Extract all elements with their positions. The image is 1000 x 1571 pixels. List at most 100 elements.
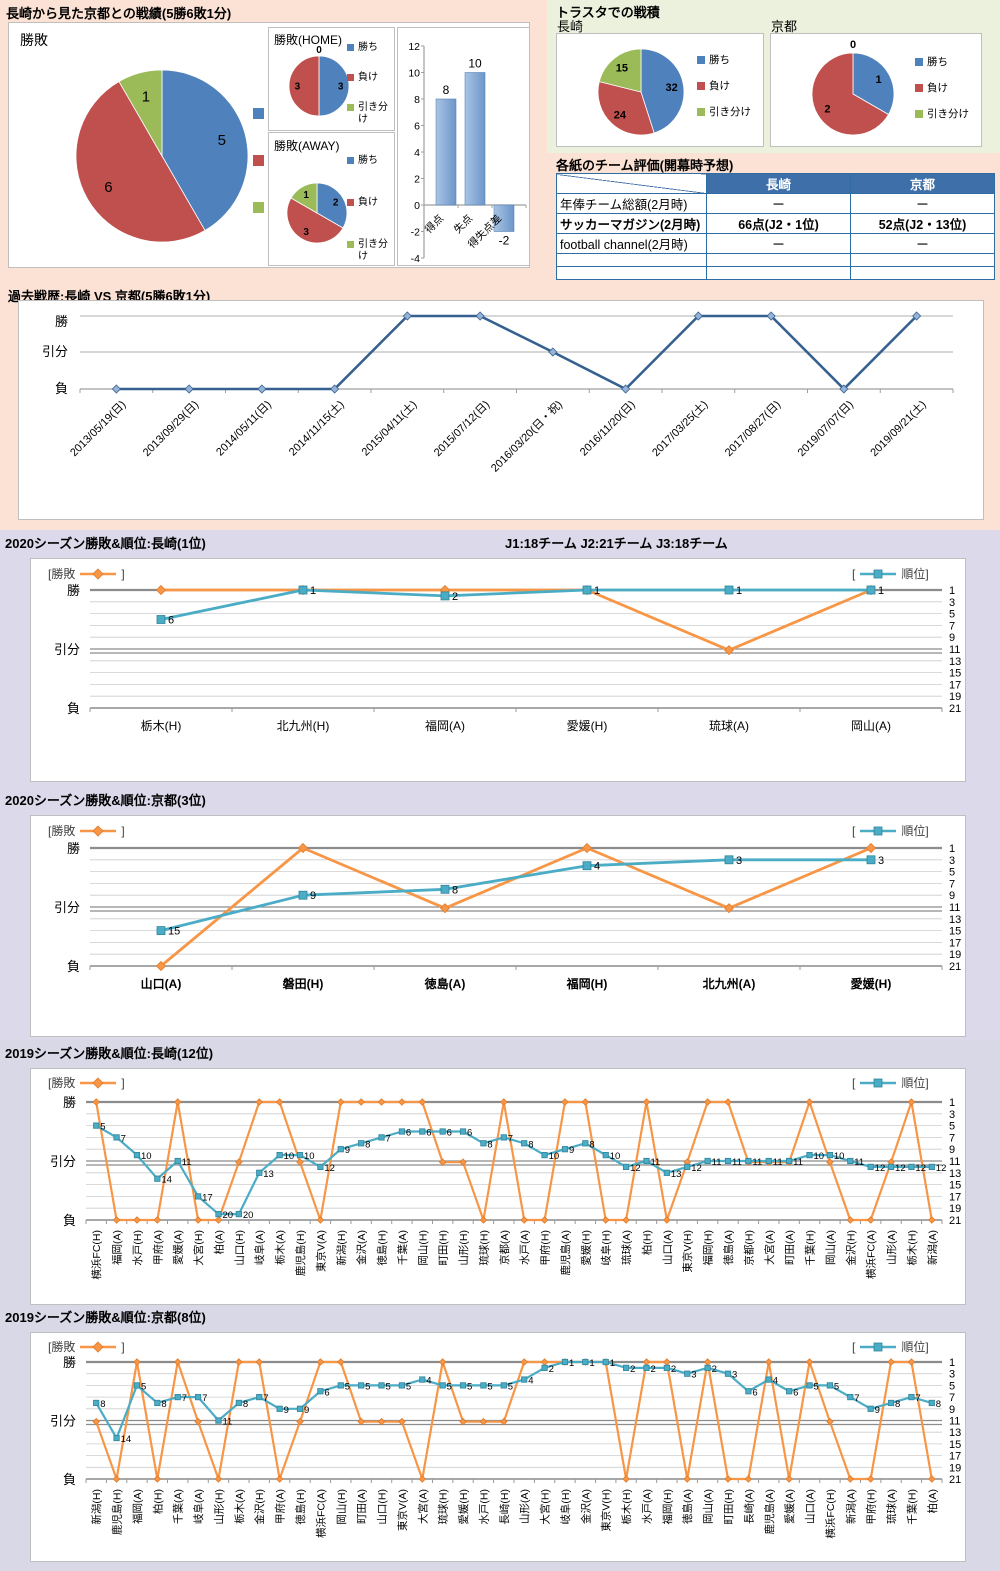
svg-text:21: 21 xyxy=(949,1215,961,1227)
svg-text:9: 9 xyxy=(569,1145,574,1156)
svg-text:11: 11 xyxy=(949,1416,960,1428)
history-panel xyxy=(18,300,984,520)
svg-text:5: 5 xyxy=(100,1122,105,1133)
svg-text:福岡(H): 福岡(H) xyxy=(566,976,608,991)
svg-text:北九州(H): 北九州(H) xyxy=(277,719,330,733)
svg-text:3: 3 xyxy=(338,82,344,93)
svg-text:6: 6 xyxy=(168,615,174,627)
trasta-title: トラスタでの戦積 xyxy=(556,5,660,20)
svg-text:1: 1 xyxy=(569,1358,574,1369)
svg-text:北九州(A): 北九州(A) xyxy=(703,976,756,991)
svg-text:20: 20 xyxy=(222,1210,233,1221)
svg-text:負け: 負け xyxy=(358,71,378,83)
ratings-row: サッカーマガジン(2月時) 66点(J2・1位) 52点(J2・13位) xyxy=(556,213,995,234)
ratings-value-cell: ー xyxy=(850,233,995,254)
svg-text:-2: -2 xyxy=(499,234,510,248)
svg-text:徳島(H): 徳島(H) xyxy=(294,1489,307,1525)
svg-text:愛媛(H): 愛媛(H) xyxy=(567,719,608,733)
svg-text:山口(H): 山口(H) xyxy=(377,1489,389,1525)
svg-text:引分: 引分 xyxy=(50,1414,76,1429)
svg-text:1: 1 xyxy=(589,1358,594,1369)
svg-text:勝ち: 勝ち xyxy=(358,40,378,53)
svg-text:山形(A): 山形(A) xyxy=(886,1230,898,1265)
svg-text:引分: 引分 xyxy=(54,642,80,657)
svg-text:7: 7 xyxy=(949,1132,955,1144)
svg-text:2016/11/20(日): 2016/11/20(日) xyxy=(578,399,638,459)
svg-text:2017/08/27(日): 2017/08/27(日) xyxy=(723,399,783,459)
rank-legend: [順位] xyxy=(852,822,929,839)
svg-text:8: 8 xyxy=(452,884,458,896)
winloss-legend-open: [勝敗 xyxy=(48,1340,76,1354)
season-2019-kyoto-title: 2019シーズン勝敗&順位:京都(8位) xyxy=(5,1310,206,1325)
svg-text:11: 11 xyxy=(773,1157,783,1168)
svg-text:岐阜(H): 岐阜(H) xyxy=(600,1230,613,1266)
svg-text:9: 9 xyxy=(949,890,955,902)
svg-text:愛媛(A): 愛媛(A) xyxy=(172,1230,185,1265)
season-2019-nagasaki-panel xyxy=(30,1068,966,1305)
svg-text:大宮(A): 大宮(A) xyxy=(416,1489,429,1524)
svg-text:金沢(H): 金沢(H) xyxy=(844,1230,857,1266)
svg-text:7: 7 xyxy=(386,1133,391,1144)
svg-text:8: 8 xyxy=(443,83,450,97)
svg-text:9: 9 xyxy=(875,1405,880,1416)
svg-text:柏(A): 柏(A) xyxy=(212,1230,225,1255)
svg-text:15: 15 xyxy=(949,668,961,680)
svg-text:1: 1 xyxy=(878,585,884,597)
ratings-header-row: 長崎 京都 xyxy=(556,173,995,194)
rank-legend: [順位] xyxy=(852,565,929,582)
ratings-row xyxy=(556,253,995,267)
svg-text:5: 5 xyxy=(487,1381,492,1392)
svg-text:12: 12 xyxy=(895,1163,906,1174)
ratings-value-cell xyxy=(850,253,995,267)
ratings-row: football channel(2月時) ーー xyxy=(556,233,995,254)
svg-text:0: 0 xyxy=(316,45,322,56)
svg-text:6: 6 xyxy=(426,1128,431,1139)
winloss-legend-close: ] xyxy=(121,566,125,581)
svg-text:11: 11 xyxy=(182,1157,192,1168)
winloss-legend: [勝敗] xyxy=(48,1074,125,1091)
svg-text:徳島(A): 徳島(A) xyxy=(424,976,466,991)
svg-text:3: 3 xyxy=(878,855,884,867)
svg-text:金沢(H): 金沢(H) xyxy=(253,1489,266,1525)
svg-text:福岡(A): 福岡(A) xyxy=(425,718,465,733)
season-2020-nagasaki-panel xyxy=(30,558,966,782)
svg-text:11: 11 xyxy=(949,1156,960,1168)
svg-text:10: 10 xyxy=(284,1151,295,1162)
winloss-legend-open: [勝敗 xyxy=(48,567,76,581)
svg-text:6: 6 xyxy=(324,1387,329,1398)
season-2020-kyoto-title: 2020シーズン勝敗&順位:京都(3位) xyxy=(5,793,206,808)
svg-text:横浜FC(A): 横浜FC(A) xyxy=(314,1489,327,1538)
svg-text:20: 20 xyxy=(243,1210,254,1221)
svg-text:東京V(A): 東京V(A) xyxy=(396,1489,409,1531)
ratings-value-cell: ー xyxy=(850,193,995,214)
svg-text:12: 12 xyxy=(936,1163,947,1174)
rank-legend-open: [ xyxy=(852,823,856,838)
svg-text:横浜FC(H): 横浜FC(H) xyxy=(824,1489,837,1539)
svg-text:2013/09/29(日): 2013/09/29(日) xyxy=(141,399,201,459)
svg-text:1: 1 xyxy=(610,1358,615,1369)
svg-text:大宮(A): 大宮(A) xyxy=(763,1230,776,1265)
winloss-legend-close: ] xyxy=(121,1339,125,1354)
svg-text:岐阜(H): 岐阜(H) xyxy=(559,1489,572,1525)
svg-text:鹿児島(H): 鹿児島(H) xyxy=(111,1489,124,1535)
svg-text:9: 9 xyxy=(345,1145,350,1156)
season-2020-nagasaki-title: 2020シーズン勝敗&順位:長崎(1位) xyxy=(5,536,206,551)
svg-text:4: 4 xyxy=(414,147,420,159)
svg-text:5: 5 xyxy=(447,1381,452,1392)
svg-text:鹿児島(A): 鹿児島(A) xyxy=(559,1230,572,1276)
svg-text:山形(A): 山形(A) xyxy=(519,1489,531,1524)
svg-text:21: 21 xyxy=(949,1474,961,1486)
ratings-team-header: 京都 xyxy=(850,173,995,194)
svg-text:6: 6 xyxy=(447,1128,452,1139)
svg-text:引分: 引分 xyxy=(54,900,80,915)
svg-text:12: 12 xyxy=(324,1163,335,1174)
svg-text:1: 1 xyxy=(949,1357,955,1369)
svg-text:金沢(A): 金沢(A) xyxy=(355,1230,368,1265)
svg-text:8: 8 xyxy=(365,1139,370,1150)
svg-text:2: 2 xyxy=(630,1364,635,1375)
